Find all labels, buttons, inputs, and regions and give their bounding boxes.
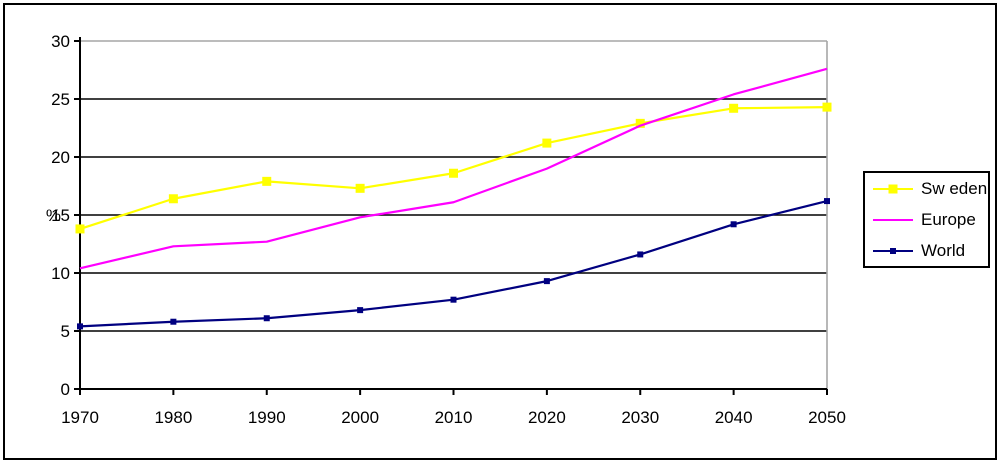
x-axis-tick-label: 2040: [715, 408, 753, 427]
legend-swatch-europe: [873, 214, 913, 226]
x-axis-tick-label: 1970: [61, 408, 99, 427]
y-axis-tick-label: 25: [51, 90, 70, 109]
series-marker: [355, 183, 365, 193]
x-axis-tick-label: 2020: [528, 408, 566, 427]
x-axis-tick-label: 2050: [808, 408, 846, 427]
y-axis-tick-label: 5: [61, 322, 70, 341]
series-marker: [543, 278, 550, 285]
series-marker: [635, 118, 645, 128]
y-axis-tick-label: 0: [61, 380, 70, 399]
x-axis-tick-label: 1980: [154, 408, 192, 427]
legend-marker-sample: [888, 184, 898, 193]
series-marker: [357, 307, 364, 314]
y-axis-tick-label: 15: [51, 206, 70, 225]
series-marker: [170, 318, 177, 325]
y-axis-tick-label: 30: [51, 32, 70, 51]
y-axis-tick-label: 20: [51, 148, 70, 167]
legend-marker-sample: [890, 247, 896, 254]
x-axis-tick-label: 2000: [341, 408, 379, 427]
y-axis-unit-label: %: [45, 206, 61, 225]
series-line-world: [79, 200, 828, 328]
series-marker: [637, 251, 644, 258]
series-marker: [450, 296, 457, 303]
chart-canvas: 0 5 10 15 20 25 30 1970 1980 1990 2000 2010 2020 2030…: [51, 32, 846, 427]
series-marker: [729, 103, 739, 113]
series-marker: [168, 194, 178, 204]
series-marker: [77, 323, 83, 330]
legend-swatch-world: [873, 245, 913, 257]
legend-item-world: World: [865, 237, 988, 265]
legend-swatch-sweden: [873, 183, 913, 195]
series-marker: [449, 168, 458, 178]
x-axis-tick-label: 2030: [621, 408, 659, 427]
series-marker: [824, 198, 830, 205]
series-line-europe: [79, 67, 828, 270]
legend-item-europe: Europe: [865, 206, 988, 234]
legend-label: Europe: [921, 209, 976, 229]
x-axis-tick-label: 1990: [248, 408, 286, 427]
legend-line-sample: [873, 218, 913, 221]
y-axis-tick-label: 10: [51, 264, 70, 283]
legend-label: World: [921, 240, 966, 260]
x-axis-tick-label: 2010: [435, 408, 473, 427]
series-marker: [75, 224, 85, 234]
series-marker: [262, 176, 272, 186]
legend-item-sweden: Sw eden: [865, 175, 988, 203]
series-marker: [542, 138, 552, 148]
series-line-sw-eden: [79, 106, 828, 230]
series-marker: [822, 102, 832, 112]
series-marker: [730, 221, 737, 228]
legend-label: Sw eden: [921, 178, 988, 198]
chart-frame: 0 5 10 15 20 25 30 1970 1980 1990 2000 2010 2020 2030…: [3, 3, 997, 460]
legend: Sw eden Europe World: [863, 171, 990, 268]
series-marker: [263, 315, 270, 322]
